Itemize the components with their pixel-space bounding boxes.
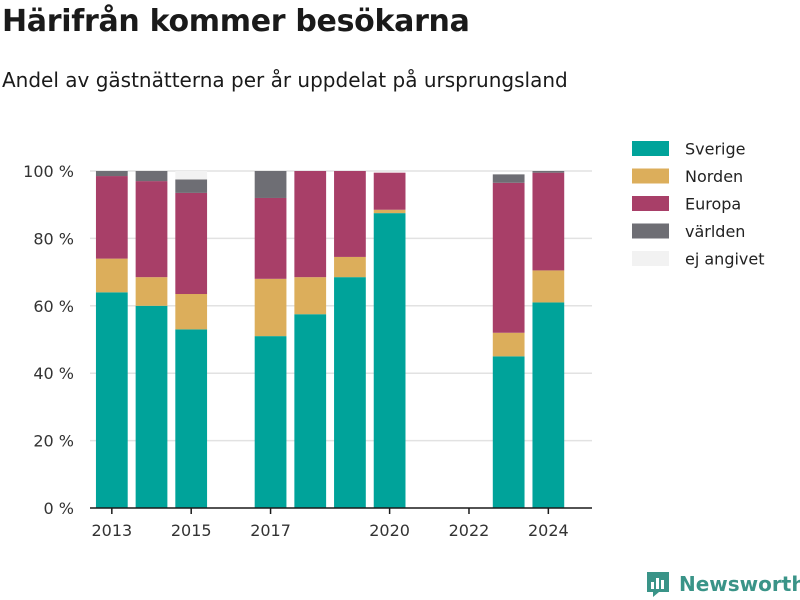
legend-swatch (632, 196, 669, 211)
bar-segment (254, 336, 287, 508)
x-tick-label: 2020 (369, 521, 410, 540)
x-tick-label: 2024 (528, 521, 569, 540)
y-tick-label: 20 % (33, 432, 74, 451)
bar-segment (334, 171, 366, 257)
bar-segment (373, 172, 406, 210)
legend-label: världen (685, 222, 745, 241)
bar-segment (175, 192, 208, 295)
bar-segment (135, 171, 168, 182)
brand-logo: Newsworthy (645, 570, 800, 598)
bar-segment (334, 277, 366, 508)
bar-segment (492, 356, 525, 508)
bar-segment (254, 278, 287, 337)
y-tick-label: 40 % (33, 364, 74, 383)
bar-segment (373, 213, 406, 508)
legend-label: Norden (685, 167, 743, 186)
bar-segment (135, 181, 168, 278)
bar-segment (334, 256, 366, 278)
chart-subtitle: Andel av gästnätterna per år uppdelat på… (2, 68, 568, 92)
bar-segment (294, 171, 327, 278)
legend-swatch (632, 223, 669, 239)
legend-label: Europa (685, 195, 741, 214)
bar-segment (135, 305, 168, 508)
x-tick-label: 2015 (171, 521, 212, 540)
chart-logo-icon (647, 572, 669, 597)
x-tick-label: 2017 (250, 521, 291, 540)
y-tick-label: 100 % (23, 162, 74, 181)
bar-segment (175, 179, 208, 193)
x-tick-label: 2022 (449, 521, 490, 540)
y-axis: 0 % 20 % 40 % 60 % 80 % 100 % (23, 162, 74, 518)
bar-segment (254, 197, 287, 279)
bar-segment (135, 277, 168, 306)
bar-segment (95, 292, 128, 508)
bar-segment (492, 182, 525, 333)
x-tick-label: 2013 (91, 521, 132, 540)
bar-segment (294, 277, 327, 315)
bar-segment (532, 172, 565, 271)
legend-label: Sverige (685, 140, 746, 159)
bar-segment (175, 171, 208, 180)
bar-segment (95, 176, 128, 259)
bar-segment (175, 329, 208, 508)
bar-segment (532, 171, 565, 173)
bar-segment (532, 270, 565, 303)
bars (95, 171, 565, 508)
y-tick-label: 0 % (44, 499, 74, 518)
bar-segment (95, 171, 128, 177)
brand-label: Newsworthy (679, 572, 800, 596)
legend-swatch (632, 141, 669, 156)
legend-swatch (632, 251, 669, 266)
bar-segment (254, 171, 287, 198)
bar-segment (95, 258, 128, 293)
bar-segment (532, 302, 565, 508)
x-axis: 2013 2015 2017 2020 2022 2024 (90, 507, 592, 540)
bar-segment (294, 314, 327, 508)
legend: Sverige Norden Europa världen ej angivet (632, 140, 765, 269)
bar-segment (492, 174, 525, 183)
chart-title: Härifrån kommer besökarna (2, 4, 470, 39)
bar-segment (175, 294, 208, 330)
legend-swatch (632, 168, 669, 184)
y-tick-label: 80 % (33, 229, 74, 248)
bar-segment (373, 209, 406, 214)
y-tick-label: 60 % (33, 297, 74, 316)
bar-segment (492, 332, 525, 357)
legend-label: ej angivet (685, 250, 765, 269)
